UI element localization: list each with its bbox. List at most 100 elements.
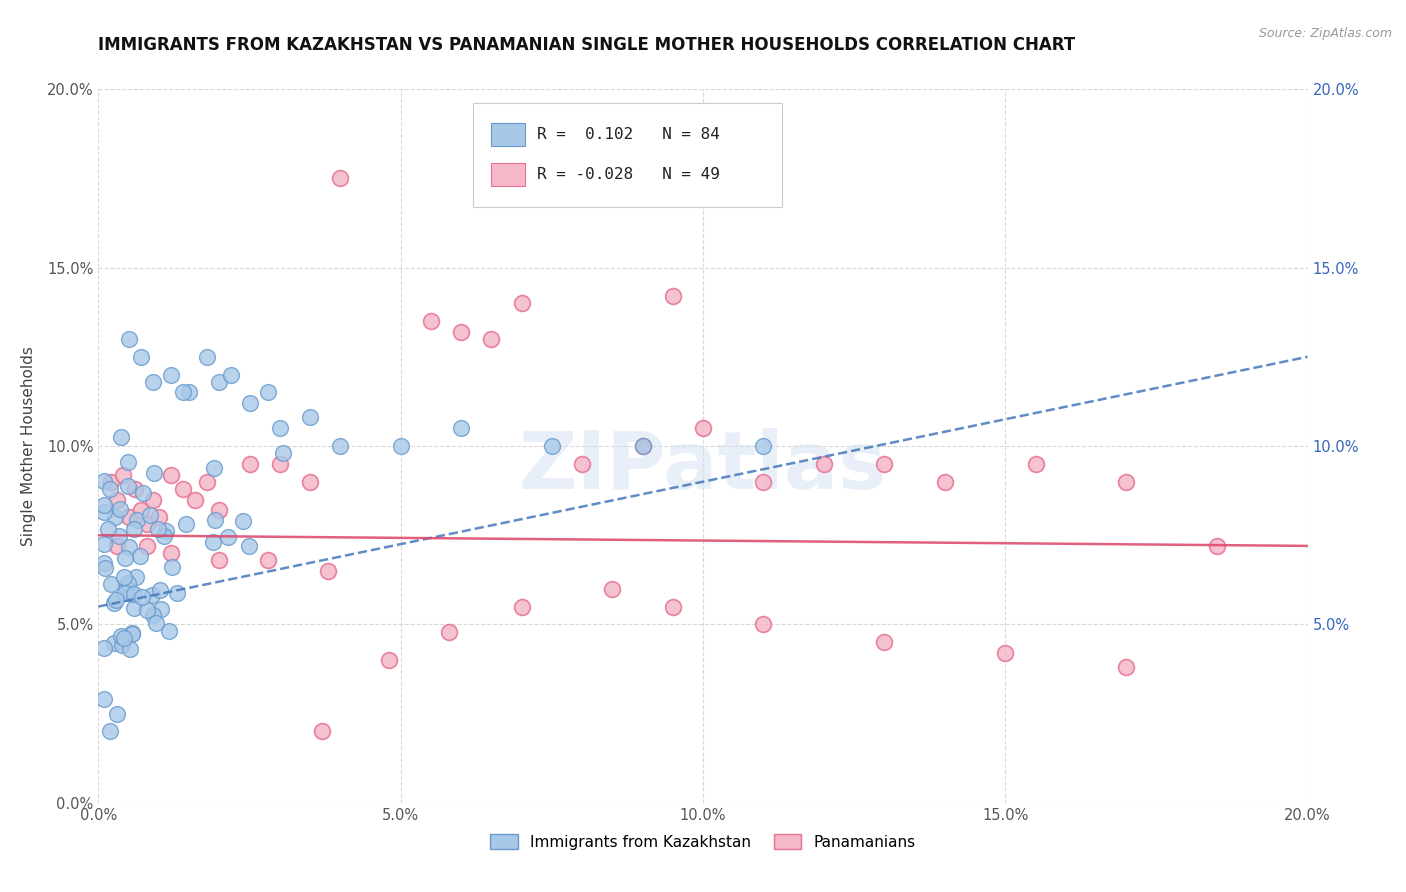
Point [136,603,159,617]
Point [100,475,122,489]
Point [93,692,115,706]
Point [437,624,460,639]
Point [110,638,132,652]
Point [118,510,141,524]
Point [450,325,472,339]
Point [98,724,121,739]
Point [271,446,294,460]
Point [239,457,262,471]
Point [813,457,835,471]
Point [145,616,167,631]
Point [115,579,138,593]
Point [105,539,128,553]
Point [1115,475,1137,489]
Point [142,492,165,507]
Point [329,171,352,186]
Point [157,624,180,639]
Point [934,475,956,489]
Point [166,586,188,600]
Point [631,439,654,453]
Point [221,368,243,382]
Point [208,553,231,567]
Text: R =  0.102   N = 84: R = 0.102 N = 84 [537,127,720,142]
Point [204,461,226,475]
Point [661,289,683,303]
Point [142,608,165,623]
Point [481,332,503,346]
Point [117,575,139,590]
Point [329,439,352,453]
Point [125,513,148,527]
Point [1115,660,1137,674]
Point [752,475,775,489]
Point [208,375,231,389]
Point [692,421,714,435]
Point [93,556,115,570]
Point [114,586,136,600]
Point [93,537,115,551]
Point [389,439,412,453]
Point [149,582,172,597]
Point [110,430,132,444]
Point [105,592,128,607]
Point [103,596,125,610]
Point [571,457,593,471]
Point [118,642,141,657]
Point [100,577,122,591]
Point [184,492,207,507]
Y-axis label: Single Mother Households: Single Mother Households [21,346,35,546]
Point [172,385,194,400]
Point [131,590,153,604]
Point [148,522,170,536]
Point [98,482,121,496]
Text: Source: ZipAtlas.com: Source: ZipAtlas.com [1258,27,1392,40]
Point [256,553,278,567]
Point [155,524,177,538]
Point [873,457,896,471]
Point [114,550,136,565]
Point [299,410,322,425]
Point [994,646,1017,660]
Point [122,600,145,615]
Point [873,635,896,649]
Point [105,706,128,721]
Point [139,508,162,523]
Point [377,653,399,667]
Point [93,505,115,519]
Point [160,467,183,482]
Point [311,724,333,739]
Point [125,569,148,583]
Point [195,350,218,364]
Point [121,625,143,640]
Point [93,498,115,512]
Point [148,510,170,524]
Point [124,522,146,536]
Point [104,509,127,524]
Point [195,475,218,489]
Legend: Immigrants from Kazakhstan, Panamanians: Immigrants from Kazakhstan, Panamanians [484,828,922,855]
FancyBboxPatch shape [492,123,526,145]
Point [450,421,472,435]
Point [129,503,152,517]
Point [124,482,146,496]
Point [420,314,443,328]
Text: R = -0.028   N = 49: R = -0.028 N = 49 [537,168,720,182]
Point [510,296,533,310]
Text: ZIPatlas: ZIPatlas [519,428,887,507]
Point [172,482,194,496]
Point [103,636,125,650]
Point [661,599,683,614]
Point [149,602,172,616]
Point [117,479,139,493]
Point [143,466,166,480]
Point [217,531,239,545]
Point [135,517,157,532]
Point [204,513,226,527]
Point [94,560,117,574]
Point [135,539,157,553]
FancyBboxPatch shape [474,103,782,207]
Point [108,529,131,543]
Point [110,502,132,516]
Point [122,587,145,601]
Point [160,368,183,382]
